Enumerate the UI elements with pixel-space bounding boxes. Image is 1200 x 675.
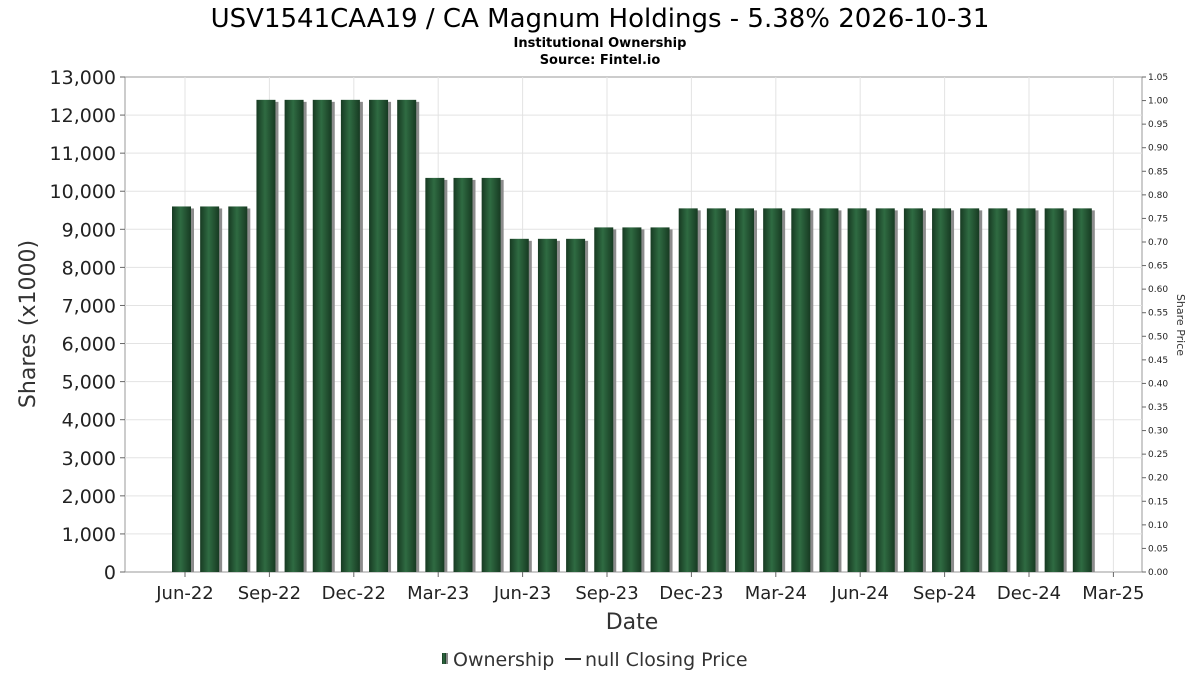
ownership-bar [256, 99, 276, 572]
y2-tick-label: 0.90 [1148, 144, 1168, 154]
y-tick-label: 6,000 [62, 334, 116, 356]
y-tick-label: 0 [104, 562, 116, 584]
chart-title: USV1541CAA19 / CA Magnum Holdings - 5.38… [211, 4, 990, 34]
ownership-bar [988, 208, 1008, 572]
y2-tick-label: 0.70 [1148, 238, 1168, 248]
y2-tick-label: 1.00 [1148, 97, 1168, 107]
ownership-bar [1072, 208, 1092, 572]
x-tick-label: Dec-22 [322, 583, 386, 604]
legend: Ownership null Closing Price [442, 649, 748, 671]
x-tick-label: Sep-24 [913, 583, 976, 604]
ownership-bar [650, 227, 670, 572]
y2-tick-label: 0.05 [1148, 544, 1168, 554]
y2-tick-label: 0.80 [1148, 191, 1168, 201]
ownership-bar [819, 208, 839, 572]
x-tick-label: Jun-24 [830, 583, 889, 604]
ownership-bar [594, 227, 614, 572]
y2-tick-label: 0.35 [1148, 403, 1168, 413]
y-tick-label: 12,000 [50, 105, 116, 127]
ownership-bar [425, 177, 445, 572]
ownership-bar [200, 206, 220, 572]
legend-price-label: null Closing Price [585, 649, 748, 671]
y2-tick-label: 0.30 [1148, 427, 1168, 437]
y-tick-label: 3,000 [62, 448, 116, 470]
y-tick-label: 7,000 [62, 295, 116, 317]
y2-tick-label: 0.10 [1148, 521, 1168, 531]
x-tick-label: Mar-23 [407, 583, 469, 604]
x-tick-label: Dec-24 [997, 583, 1061, 604]
y-tick-label: 8,000 [62, 257, 116, 279]
y2-tick-label: 0.20 [1148, 474, 1168, 484]
y2-tick-label: 0.00 [1148, 568, 1168, 578]
y2-tick-label: 0.25 [1148, 450, 1168, 460]
ownership-bar [566, 238, 586, 573]
x-axis-label: Date [606, 610, 659, 635]
ownership-bar [312, 99, 332, 572]
x-tick-label: Jun-23 [493, 583, 552, 604]
y-tick-label: 5,000 [62, 372, 116, 394]
y2-tick-label: 0.95 [1148, 120, 1168, 130]
ownership-bar [847, 208, 867, 572]
x-axis-ticks: Jun-22 Sep-22 Dec-22 Mar-23 Jun-23 Sep-23 Dec-… [155, 572, 1145, 604]
y2-tick-label: 0.15 [1148, 497, 1168, 507]
y2-tick-label: 0.45 [1148, 356, 1168, 366]
ownership-bar [678, 208, 698, 572]
ownership-bar [1016, 208, 1036, 572]
ownership-bar [340, 99, 360, 572]
ownership-bar [369, 99, 389, 572]
ownership-bar [1044, 208, 1064, 572]
y-tick-label: 10,000 [50, 181, 116, 203]
x-tick-label: Sep-23 [575, 583, 638, 604]
y2-axis-ticks: 0.00 0.05 0.10 0.15 0.20 0.25 0.30 0.35 0.40 0.45… [1142, 73, 1168, 578]
ownership-bar [763, 208, 783, 572]
ownership-bar [735, 208, 754, 572]
y-tick-label: 1,000 [62, 524, 116, 546]
legend-ownership-swatch [442, 653, 446, 664]
chart-subtitle-ownership: Institutional Ownership [514, 36, 687, 51]
y-tick-label: 11,000 [50, 143, 116, 165]
x-tick-label: Sep-22 [238, 583, 301, 604]
ownership-bar [791, 208, 811, 572]
ownership-bar [453, 177, 473, 572]
y2-tick-label: 0.75 [1148, 214, 1168, 224]
ownership-bar [875, 208, 895, 572]
y-tick-label: 2,000 [62, 486, 116, 508]
y-tick-label: 4,000 [62, 410, 116, 432]
y2-tick-label: 0.65 [1148, 262, 1168, 272]
ownership-bar [960, 208, 980, 572]
y2-tick-label: 0.60 [1148, 285, 1168, 295]
y2-tick-label: 1.05 [1148, 73, 1168, 83]
y2-axis-label: Share Price [1174, 294, 1187, 356]
chart-subtitle-source: Source: Fintel.io [540, 53, 661, 68]
x-tick-label: Mar-24 [745, 583, 807, 604]
ownership-bars [172, 99, 1095, 573]
ownership-bar [537, 238, 557, 573]
y-axis-label: Shares (x1000) [16, 240, 41, 408]
y2-tick-label: 0.85 [1148, 167, 1168, 177]
ownership-bar [932, 208, 952, 572]
ownership-bar [706, 208, 726, 572]
ownership-bar [509, 238, 529, 573]
legend-ownership-swatch-shadow [446, 653, 448, 664]
y-tick-label: 9,000 [62, 219, 116, 241]
x-tick-label: Mar-25 [1082, 583, 1144, 604]
ownership-bar [172, 206, 191, 572]
y2-tick-label: 0.50 [1148, 332, 1168, 342]
ownership-bar [397, 99, 417, 572]
y-tick-label: 13,000 [50, 67, 116, 89]
ownership-bar [284, 99, 304, 572]
ownership-bar [903, 208, 923, 572]
x-tick-label: Dec-23 [659, 583, 723, 604]
legend-ownership-label: Ownership [453, 649, 554, 671]
ownership-bar [481, 177, 501, 572]
x-tick-label: Jun-22 [155, 583, 214, 604]
ownership-bar [228, 206, 248, 572]
ownership-bar [622, 227, 642, 572]
y2-tick-label: 0.55 [1148, 309, 1168, 319]
y-axis-ticks: 0 1,000 2,000 3,000 4,000 5,000 6,000 7,000 8,00… [50, 67, 125, 584]
y2-tick-label: 0.40 [1148, 379, 1168, 389]
